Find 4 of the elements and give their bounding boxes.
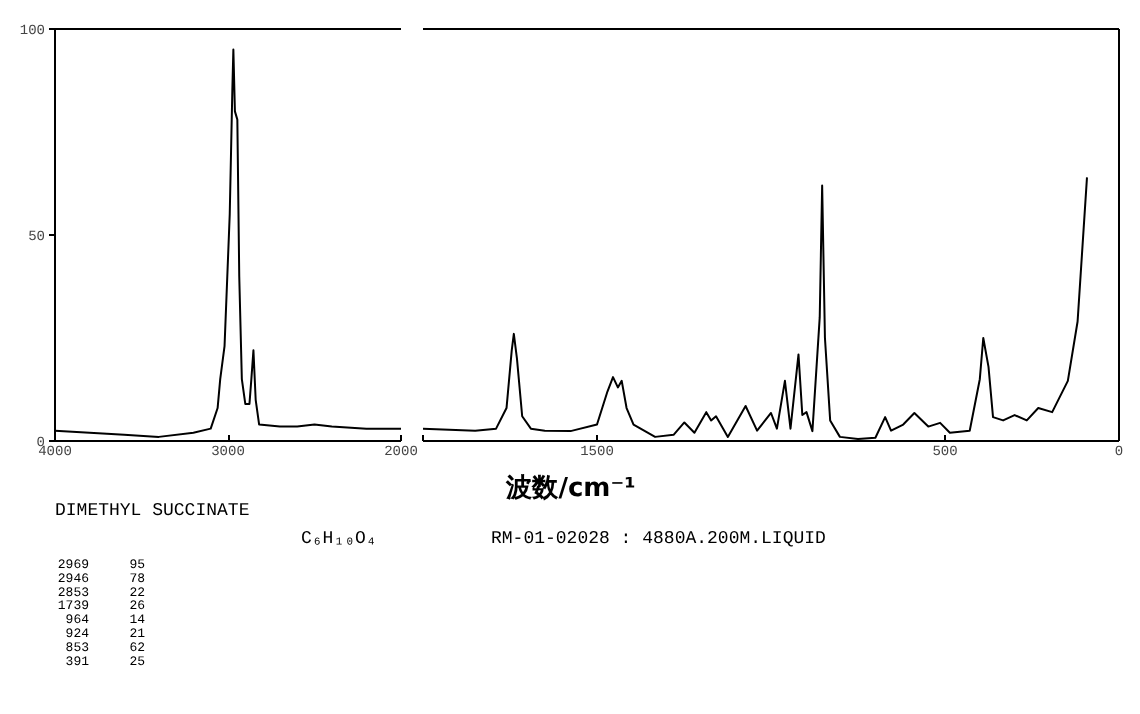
- text: C₆H₁₀O₄: [301, 529, 377, 549]
- x-axis-title: 波数/cm⁻¹: [504, 474, 636, 504]
- text: DIMETHYL SUCCINATE: [55, 501, 250, 521]
- text: RM-01-02028 : 4880A.200M.LIQUID: [491, 529, 826, 549]
